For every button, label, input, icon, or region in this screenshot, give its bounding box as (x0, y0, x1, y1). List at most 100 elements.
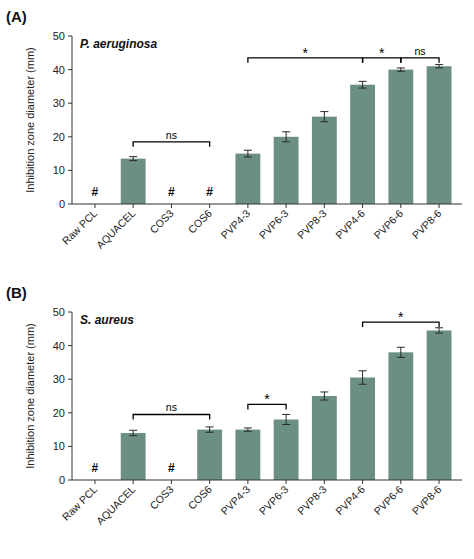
panel-label: (B) (6, 284, 27, 301)
x-tick (439, 480, 440, 484)
bar (427, 66, 452, 204)
significance-bracket (133, 142, 209, 147)
x-tick-label: COS3 (147, 483, 176, 512)
x-tick-label: PVP6-3 (256, 483, 290, 517)
error-bar (282, 132, 290, 142)
x-tick (362, 204, 363, 208)
x-axis (72, 204, 462, 205)
hash-marker: # (168, 461, 175, 475)
x-tick-label: Raw PCL (60, 207, 100, 247)
title: S. aureus (80, 313, 134, 327)
figure: 01020304050Raw PCLAQUACELCOS3COS6PVP4-3P… (0, 0, 474, 559)
y-axis-label: Inhibition zone diameter (mm) (24, 323, 36, 469)
bar (274, 420, 299, 480)
y-tick-label: 0 (59, 474, 65, 486)
panel-label: (A) (6, 8, 27, 25)
significance-bracket (133, 414, 209, 419)
y-tick (68, 446, 72, 447)
x-tick (133, 204, 134, 208)
y-tick (68, 345, 72, 346)
x-tick (133, 480, 134, 484)
x-tick-label: PVP4-3 (218, 483, 252, 517)
x-tick (94, 204, 95, 208)
significance-label: ns (166, 129, 177, 141)
x-tick-label: PVP6-6 (371, 207, 405, 241)
y-tick-label: 50 (53, 30, 65, 42)
x-tick (247, 480, 248, 484)
significance-label: ns (414, 45, 425, 57)
y-tick-label: 20 (53, 131, 65, 143)
error-bar (244, 428, 252, 431)
y-tick-label: 20 (53, 407, 65, 419)
y-tick-label: 50 (53, 306, 65, 318)
y-tick-label: 30 (53, 97, 65, 109)
error-bar (320, 112, 328, 122)
significance-bracket (401, 58, 439, 63)
error-bar (435, 328, 443, 333)
bar (312, 396, 337, 480)
x-tick (324, 204, 325, 208)
x-tick (439, 204, 440, 208)
y-tick (68, 69, 72, 70)
bar (350, 378, 375, 480)
y-tick (68, 379, 72, 380)
bars (121, 65, 452, 204)
x-tick-label: PVP4-3 (218, 207, 252, 241)
x-tick (209, 204, 210, 208)
bar (235, 430, 260, 480)
x-tick-label: COS3 (147, 207, 176, 236)
y-tick (68, 480, 72, 481)
x-axis (72, 480, 462, 481)
y-axis (72, 36, 73, 204)
x-tick (286, 204, 287, 208)
hash-marker: # (206, 185, 213, 199)
y-tick-label: 40 (53, 64, 65, 76)
bars (121, 328, 452, 480)
x-tick-label: COS6 (185, 207, 214, 236)
error-bar (435, 65, 443, 68)
bar (121, 159, 146, 204)
error-bar (282, 414, 290, 424)
bar (235, 154, 260, 204)
y-tick-label: 30 (53, 373, 65, 385)
x-tick-label: PVP8-3 (295, 483, 329, 517)
error-bar (244, 150, 252, 157)
x-tick (400, 204, 401, 208)
y-tick (68, 36, 72, 37)
hash-marker: # (168, 185, 175, 199)
y-axis-label: Inhibition zone diameter (mm) (24, 47, 36, 193)
error-bar (320, 392, 328, 400)
significance-label: ns (166, 401, 177, 413)
x-tick-label: COS6 (185, 483, 214, 512)
bar (274, 137, 299, 204)
x-tick (247, 204, 248, 208)
panel: 0 10 20 30 40 50 Raw PCLAQUACEL COS3 COS6PVP4-3 P… (6, 8, 462, 251)
error-bar (129, 430, 137, 435)
x-tick-label: PVP4-6 (333, 483, 367, 517)
y-tick-label: 10 (53, 440, 65, 452)
bar (388, 70, 413, 204)
bar (197, 430, 222, 480)
error-bar (397, 68, 405, 71)
x-tick-label: PVP8-6 (409, 483, 443, 517)
y-tick-label: 40 (53, 340, 65, 352)
x-tick (209, 480, 210, 484)
x-tick-label: AQUACEL (94, 207, 138, 251)
x-tick-label: PVP6-6 (371, 483, 405, 517)
hash-marker: # (92, 461, 99, 475)
error-bar (359, 81, 367, 88)
bar (388, 352, 413, 480)
x-tick (171, 204, 172, 208)
bar (350, 85, 375, 204)
panel: 01020304050Raw PCLAQUACELCOS3COS6PVP4-3P… (6, 284, 462, 527)
significance-label: * (398, 309, 404, 325)
y-tick-label: 10 (53, 164, 65, 176)
x-tick (362, 480, 363, 484)
y-tick (68, 412, 72, 413)
x-tick-label: PVP8-6 (409, 207, 443, 241)
x-tick (94, 480, 95, 484)
x-tick (400, 480, 401, 484)
hash-marker: # (92, 185, 99, 199)
significance-label: * (379, 45, 385, 61)
y-tick-label: 0 (59, 198, 65, 210)
